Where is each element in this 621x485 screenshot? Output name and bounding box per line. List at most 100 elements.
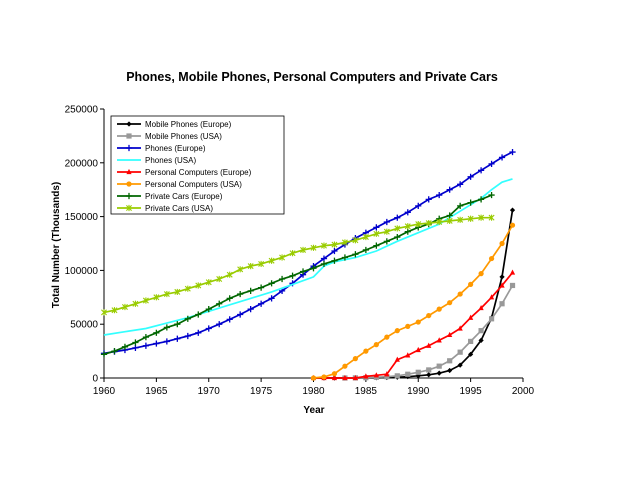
data-point (121, 303, 128, 311)
data-point (320, 255, 328, 262)
data-point (216, 321, 223, 328)
data-point (226, 316, 233, 323)
data-point (488, 160, 495, 167)
data-point (478, 304, 484, 311)
data-point (100, 351, 108, 358)
data-point (195, 311, 202, 318)
data-point (111, 348, 118, 355)
y-tick-label: 100000 (65, 266, 99, 277)
data-point (342, 374, 348, 381)
legend-marker (126, 121, 132, 127)
data-point (205, 325, 212, 332)
data-point (404, 228, 411, 235)
data-point (362, 246, 369, 254)
series-mobile-phones-europe (310, 207, 516, 381)
data-point (310, 244, 317, 251)
data-point (436, 218, 443, 226)
data-point (436, 363, 442, 369)
data-point (352, 356, 358, 362)
data-point (111, 307, 118, 314)
data-point (352, 251, 359, 258)
legend-item: Private Cars (Europe) (117, 192, 223, 201)
y-tick-label: 150000 (65, 212, 99, 223)
data-point (436, 370, 442, 376)
legend-item: Phones (USA) (117, 156, 196, 165)
x-tick-label: 1985 (355, 386, 378, 397)
data-point (331, 374, 338, 381)
legend-item: Mobile Phones (Europe) (117, 120, 232, 129)
data-point (174, 321, 181, 328)
y-tick-label: 50000 (70, 320, 98, 331)
data-point (457, 349, 463, 355)
y-tick-label: 200000 (65, 158, 99, 169)
data-point (279, 254, 286, 261)
data-point (499, 240, 505, 247)
plot-area: 0 50000 100000 150000 200000 250000 1960 1965 19… (65, 105, 535, 398)
data-point (320, 242, 327, 249)
data-point (163, 290, 170, 298)
data-point (468, 351, 474, 357)
data-point (373, 342, 379, 348)
data-point (363, 373, 369, 379)
data-point (488, 191, 495, 199)
data-point (394, 233, 401, 241)
data-point (426, 372, 432, 378)
x-tick-label: 1990 (407, 386, 430, 397)
legend-label: Phones (USA) (145, 156, 196, 165)
data-point (142, 334, 149, 341)
data-point (457, 325, 463, 331)
data-point (278, 275, 286, 283)
data-point (205, 279, 212, 286)
data-point (205, 306, 212, 313)
data-point (415, 346, 421, 353)
data-point (121, 343, 129, 350)
data-point (184, 315, 191, 322)
data-point (373, 224, 380, 231)
data-point (237, 311, 244, 318)
data-point (247, 287, 254, 294)
legend-label: Personal Computers (Europe) (145, 168, 252, 177)
data-point (447, 300, 453, 306)
data-point (331, 257, 338, 264)
x-tick-label: 1970 (198, 386, 221, 397)
data-point (258, 300, 265, 307)
series-private-cars-europe (100, 191, 495, 358)
data-point (163, 338, 170, 345)
data-point (383, 218, 390, 226)
data-point (352, 237, 359, 244)
data-point (436, 306, 442, 312)
data-point (509, 148, 516, 156)
data-point (258, 260, 265, 268)
data-point (509, 269, 516, 275)
data-point (467, 173, 474, 180)
chart-title: Phones, Mobile Phones, Personal Computer… (126, 70, 498, 84)
data-point (216, 275, 223, 283)
data-point (247, 262, 254, 270)
y-tick-label: 250000 (65, 105, 99, 116)
data-point (415, 369, 421, 375)
series-line (103, 194, 492, 356)
data-point (415, 221, 422, 228)
data-point (174, 288, 181, 296)
data-point (352, 374, 358, 381)
data-point (268, 280, 275, 287)
legend-marker (126, 133, 132, 139)
legend-item: Personal Computers (USA) (117, 180, 242, 189)
series-line (103, 216, 492, 314)
data-point (226, 271, 233, 278)
legend-marker (126, 168, 132, 175)
data-point (468, 281, 474, 287)
data-point (394, 214, 401, 221)
data-point (509, 282, 516, 289)
series-line (313, 224, 514, 379)
data-point (268, 257, 275, 264)
data-point (341, 239, 348, 246)
x-tick-label: 1975 (250, 386, 273, 397)
y-tick-label: 0 (92, 374, 98, 385)
data-point (310, 375, 317, 381)
data-point (488, 294, 495, 300)
x-tick-label: 1980 (302, 386, 325, 397)
data-point (457, 202, 464, 209)
